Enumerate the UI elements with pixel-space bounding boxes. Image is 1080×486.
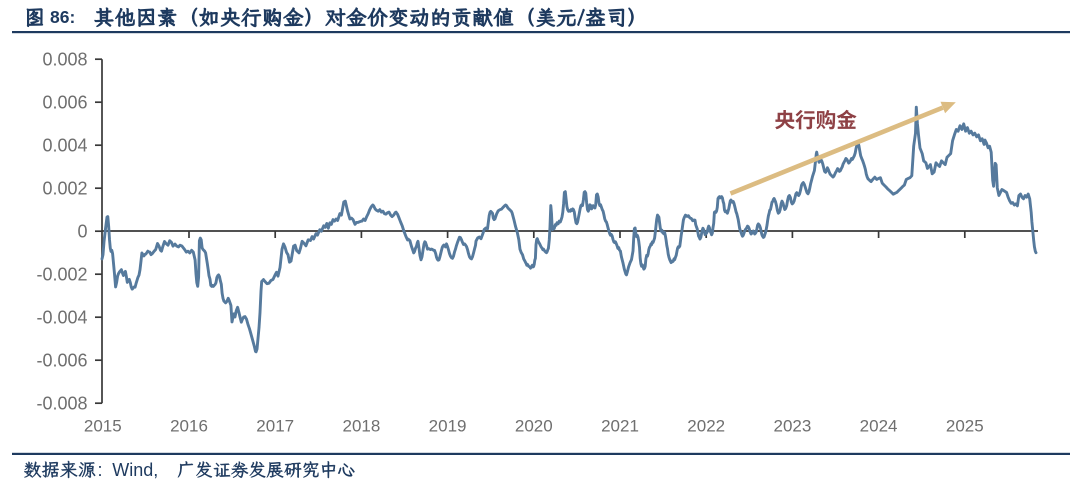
svg-text:0.008: 0.008 <box>42 49 87 69</box>
svg-text::: : <box>98 460 103 480</box>
svg-text:-0.002: -0.002 <box>36 264 87 284</box>
svg-text:2022: 2022 <box>687 417 725 436</box>
svg-text:0.002: 0.002 <box>42 178 87 198</box>
svg-text:-0.006: -0.006 <box>36 350 87 370</box>
svg-text:2018: 2018 <box>342 417 380 436</box>
svg-text:2016: 2016 <box>170 417 208 436</box>
svg-text:-0.004: -0.004 <box>36 307 87 327</box>
svg-text:0.004: 0.004 <box>42 135 87 155</box>
svg-text:2020: 2020 <box>515 417 553 436</box>
svg-text:2023: 2023 <box>773 417 811 436</box>
svg-text:2024: 2024 <box>860 417 898 436</box>
svg-text:0: 0 <box>77 221 87 241</box>
svg-text:2019: 2019 <box>429 417 467 436</box>
svg-text:2015: 2015 <box>84 417 122 436</box>
svg-text:2025: 2025 <box>946 417 984 436</box>
svg-text:-0.008: -0.008 <box>36 393 87 413</box>
svg-text:2021: 2021 <box>601 417 639 436</box>
svg-text:0.006: 0.006 <box>42 92 87 112</box>
svg-text:Wind,: Wind, <box>112 460 158 480</box>
svg-text:2017: 2017 <box>256 417 294 436</box>
svg-text:86:: 86: <box>50 7 75 27</box>
